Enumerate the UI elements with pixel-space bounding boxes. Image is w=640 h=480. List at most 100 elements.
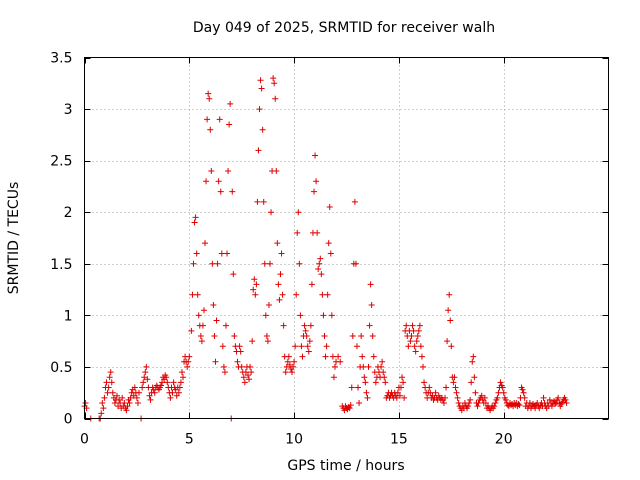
data-point [296,260,303,267]
data-point [355,384,362,391]
data-point [276,296,283,303]
data-point [180,374,187,381]
data-point [126,400,133,407]
chart-title: Day 049 of 2025, SRMTID for receiver wal… [193,20,495,36]
data-point [492,400,499,407]
data-point [306,338,313,345]
data-point [316,260,323,267]
data-point [444,338,451,345]
data-point [123,407,130,414]
data-point [351,198,358,205]
data-point [346,405,353,412]
data-point [163,374,170,381]
data-point [213,317,220,324]
data-point [440,400,447,407]
data-point [250,286,257,293]
data-point [261,260,268,267]
data-point [302,327,309,334]
data-point [211,332,218,339]
data-point [468,379,475,386]
data-point [113,392,120,399]
data-point [521,394,528,401]
data-point [294,229,301,236]
data-point [446,291,453,298]
data-point [359,353,366,360]
data-point [414,332,421,339]
data-point [303,332,310,339]
y-tick-label: 0 [64,412,73,428]
data-point [413,338,420,345]
data-point [290,363,297,370]
data-point [133,394,140,401]
data-point [450,379,457,386]
data-point [311,188,318,195]
data-point [471,374,478,381]
data-point [453,389,460,396]
data-point [247,363,254,370]
data-point [284,358,291,365]
data-point [364,394,371,401]
data-point [348,384,355,391]
data-point [252,291,259,298]
data-point [195,312,202,319]
data-point [198,338,205,345]
data-point [135,389,142,396]
data-point [216,116,223,123]
data-point [275,281,282,288]
y-tick-label: 3 [64,102,73,118]
data-point [323,343,330,350]
data-point [217,188,224,195]
data-point [410,327,417,334]
data-point [193,250,200,257]
x-axis-label: GPS time / hours [287,458,404,474]
data-point [268,209,275,216]
data-point [466,400,473,407]
data-point [396,392,403,399]
data-point [372,379,379,386]
data-point [455,400,462,407]
data-point [147,396,154,403]
data-point [278,250,285,257]
data-point [400,379,407,386]
grid-lines [84,57,609,419]
data-point [234,358,241,365]
data-point [140,379,147,386]
data-point [127,394,134,401]
data-point [141,374,148,381]
data-point [352,260,359,267]
data-point [237,348,244,355]
data-point [366,322,373,329]
data-point [495,389,502,396]
data-point [255,147,262,154]
data-point [317,255,324,262]
data-point [474,403,481,410]
data-point [99,400,106,407]
y-tick-label: 3.5 [50,51,72,67]
data-point [202,240,209,247]
data-point [291,358,298,365]
data-point [298,343,305,350]
data-point [329,353,336,360]
data-point [226,121,233,128]
data-point [280,322,287,329]
axis-ticks [84,57,609,420]
data-point [273,167,280,174]
y-tick-label: 1 [64,308,73,324]
data-point [365,363,372,370]
data-point [305,348,312,355]
data-point [314,229,321,236]
data-point [469,358,476,365]
y-tick-labels: 0 0.5 1 1.5 2 2.5 3 3.5 [50,51,72,428]
data-point [293,291,300,298]
data-point [225,167,232,174]
data-point [312,152,319,159]
data-point [184,363,191,370]
data-point [222,322,229,329]
data-point [272,95,279,102]
data-point [254,198,261,205]
data-point [176,384,183,391]
data-point [379,358,386,365]
data-point [380,369,387,376]
data-point [548,403,555,410]
